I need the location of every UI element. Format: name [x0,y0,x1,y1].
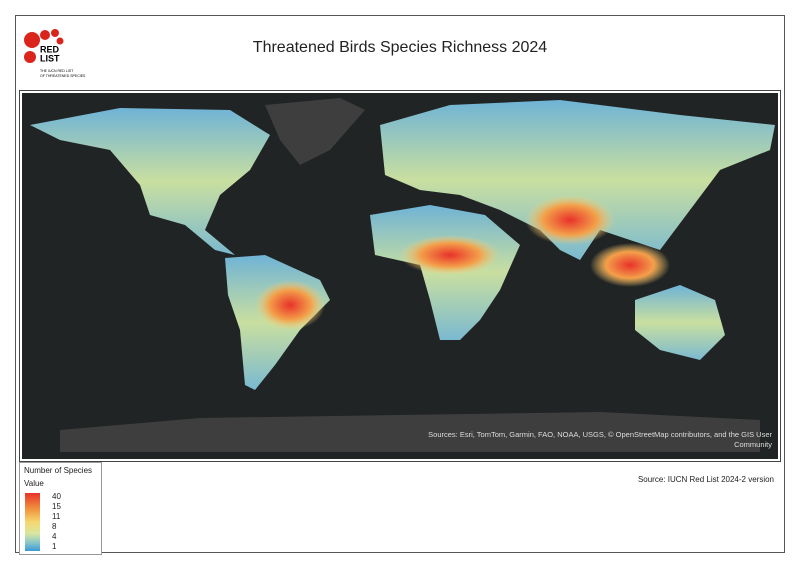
logo-text: LIST [40,53,60,63]
legend-value: 11 [52,512,61,521]
legend-value: 4 [52,532,57,541]
legend-subtitle: Value [24,479,44,488]
legend-ramp [25,493,40,551]
map: Sources: Esri, TomTom, Garmin, FAO, NOAA… [22,93,778,459]
legend-value: 15 [52,502,61,511]
logo-text: RED [40,44,60,54]
legend-value: 40 [52,492,61,501]
legend-value: 1 [52,542,57,551]
source: Source: IUCN Red List 2024-2 version [638,475,774,484]
logo-tagline: THE IUCN RED LIST [40,69,74,73]
page-border [15,15,785,553]
attribution: Community [734,440,772,449]
logo-tagline: OF THREATENED SPECIES [40,74,86,78]
attribution: Sources: Esri, TomTom, Garmin, FAO, NOAA… [428,430,772,439]
legend-title: Number of Species [24,466,92,475]
legend-value: 8 [52,522,57,531]
title: Threatened Birds Species Richness 2024 [253,39,547,56]
logo: RED LIST THE IUCN RED LIST OF THREATENED… [24,29,86,78]
